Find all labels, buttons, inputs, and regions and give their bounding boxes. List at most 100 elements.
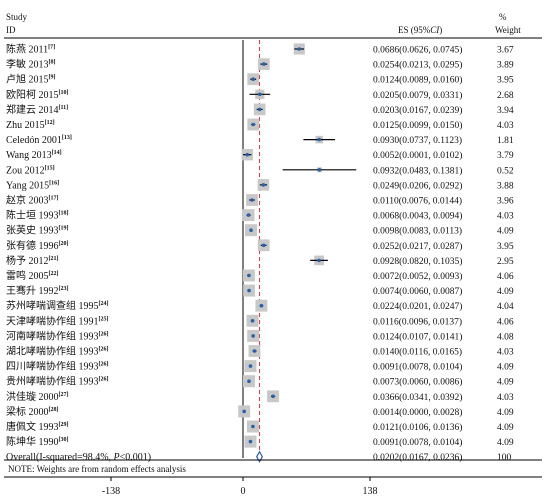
weight-value: 4.06: [497, 272, 514, 282]
weight-value: 3.89: [497, 61, 514, 71]
es-ci-value: 0.0930(0.0737, 0.1123): [373, 135, 462, 146]
study-row: 张英史 1993[19] 0.0098(0.0083, 0.0113) 4.09: [6, 224, 514, 237]
study-label: 陈士垣 1993[18]: [6, 209, 69, 222]
study-label: 河南哮喘协作组 1993[26]: [6, 329, 109, 342]
es-ci-value: 0.0252(0.0217, 0.0287): [373, 241, 462, 252]
weight-value: 4.08: [497, 332, 514, 342]
point-estimate: [247, 379, 251, 384]
weight-value: 4.06: [497, 317, 514, 327]
study-label: 卢旭 2015[9]: [6, 73, 56, 86]
study-label: 郑建云 2014[11]: [6, 103, 68, 116]
study-label: 湖北哮喘协作组 1993[26]: [6, 345, 109, 358]
point-estimate: [297, 47, 302, 51]
weight-value: 4.03: [497, 121, 514, 131]
es-ci-value: 0.0124(0.0107, 0.0141): [373, 331, 462, 342]
es-ci-value: 0.0110(0.0076, 0.0144): [373, 196, 462, 207]
es-ci-value: 0.0203(0.0167, 0.0239): [373, 105, 462, 116]
weight-value: 2.68: [497, 91, 514, 101]
point-estimate: [250, 198, 254, 202]
study-label: 李敏 2013[8]: [6, 58, 56, 71]
study-row: 湖北哮喘协作组 1993[26] 0.0140(0.0116, 0.0165) 4.…: [6, 345, 514, 358]
es-ci-value: 0.0125(0.0099, 0.0150): [373, 120, 462, 131]
overall-es-ci-value: 0.0202(0.0167, 0.0236): [373, 452, 462, 463]
study-label: 陈燕 2011[7]: [6, 43, 55, 56]
es-ci-value: 0.0072(0.0052, 0.0093): [373, 271, 462, 282]
point-estimate: [261, 183, 266, 187]
study-label: 欧阳柯 2015[10]: [6, 88, 69, 101]
point-estimate: [249, 228, 253, 232]
point-estimate: [257, 107, 262, 112]
es-ci-value: 0.0205(0.0079, 0.0331): [373, 90, 462, 101]
weight-value: 4.03: [497, 348, 514, 358]
point-estimate: [262, 62, 266, 66]
point-estimate: [247, 273, 251, 278]
point-estimate: [248, 364, 253, 368]
es-ci-value: 0.0140(0.0116, 0.0165): [373, 347, 462, 358]
study-label: 唐佩文 1993[29]: [6, 420, 69, 433]
point-estimate: [242, 409, 246, 414]
study-label: Wang 2013[14]: [6, 150, 62, 161]
point-estimate: [246, 213, 251, 217]
study-label: 四川哮喘协作组 1993[26]: [6, 360, 109, 373]
point-estimate: [251, 334, 255, 338]
header-study-label: Study: [6, 12, 28, 22]
es-ci-value: 0.0366(0.0341, 0.0392): [373, 392, 462, 403]
study-rows: 陈燕 2011[7] 0.0686(0.0626, 0.0745) 3.67 李敏 2…: [6, 43, 514, 464]
point-estimate: [317, 168, 322, 172]
weight-value: 3.95: [497, 76, 514, 86]
weight-value: 4.03: [497, 212, 514, 222]
study-row: Wang 2013[14] 0.0052(0.0001, 0.0102) 3.79: [6, 149, 514, 161]
es-ci-value: 0.0932(0.0483, 0.1381): [373, 165, 462, 176]
study-row: 赵京 2003[17] 0.0110(0.0076, 0.0144) 3.96: [6, 194, 514, 207]
study-label: Yang 2015[16]: [6, 180, 59, 191]
x-tick-label: -138: [102, 486, 120, 497]
point-estimate: [247, 288, 251, 293]
es-ci-value: 0.0098(0.0083, 0.0113): [373, 226, 462, 237]
es-ci-value: 0.0249(0.0206, 0.0292): [373, 180, 462, 191]
study-label: 陈坤华 1990[30]: [6, 435, 69, 448]
overall-row: Overall(I-squared=98.4%, P<0.001) 0.0202(…: [6, 450, 512, 463]
weight-value: 3.94: [497, 106, 514, 116]
study-label: 张英史 1993[19]: [6, 224, 69, 237]
weight-value: 4.09: [497, 378, 514, 388]
point-estimate: [271, 394, 275, 399]
weight-value: 3.67: [497, 46, 514, 56]
es-ci-value: 0.0074(0.0060, 0.0087): [373, 286, 462, 297]
weight-value: 3.88: [497, 181, 514, 191]
point-estimate: [259, 303, 264, 308]
study-row: Celedón 2001[13] 0.0930(0.0737, 0.1123) 1.…: [6, 135, 514, 146]
point-estimate: [251, 77, 255, 81]
weight-value: 4.09: [497, 227, 514, 237]
study-row: 张有德 1996[20] 0.0252(0.0217, 0.0287) 3.95: [6, 239, 514, 252]
study-row: 李敏 2013[8] 0.0254(0.0213, 0.0295) 3.89: [6, 58, 514, 71]
weight-value: 4.03: [497, 393, 514, 403]
point-estimate: [252, 349, 257, 353]
table-header: Study ID ES (95%CI) % Weight: [6, 12, 521, 35]
study-label: 赵京 2003[17]: [6, 194, 59, 207]
weight-value: 4.09: [497, 423, 514, 433]
study-row: 雷鸣 2005[22] 0.0072(0.0052, 0.0093) 4.06: [6, 269, 514, 282]
point-estimate: [258, 92, 262, 97]
es-ci-value: 0.0224(0.0201, 0.0247): [373, 301, 462, 312]
study-label: 苏州哮喘调查组 1995[24]: [6, 299, 109, 312]
study-row: 杨予 2012[21] 0.0928(0.0820, 0.1035) 2.95: [6, 254, 514, 267]
x-tick-label: 0: [241, 486, 246, 497]
weight-value: 4.09: [497, 287, 514, 297]
study-row: 四川哮喘协作组 1993[26] 0.0091(0.0078, 0.0104) 4.…: [6, 360, 514, 373]
point-estimate: [317, 137, 322, 142]
weight-value: 3.96: [497, 197, 514, 207]
es-ci-value: 0.0091(0.0078, 0.0104): [373, 437, 462, 448]
study-label: 雷鸣 2005[22]: [6, 269, 59, 282]
weight-value: 4.09: [497, 408, 514, 418]
study-row: 陈士垣 1993[18] 0.0068(0.0043, 0.0094) 4.03: [6, 209, 514, 222]
weight-value: 3.95: [497, 242, 514, 252]
study-row: 天津哮喘协作组 1991[25] 0.0116(0.0096, 0.0137) 4.…: [6, 314, 514, 327]
point-estimate: [261, 243, 266, 248]
es-ci-value: 0.0068(0.0043, 0.0094): [373, 211, 462, 222]
study-label: 张有德 1996[20]: [6, 239, 69, 252]
weight-value: 4.04: [497, 302, 514, 312]
study-row: Zhu 2015[12] 0.0125(0.0099, 0.0150) 4.03: [6, 118, 514, 131]
es-ci-value: 0.0073(0.0060, 0.0086): [373, 377, 462, 388]
study-label: Zhu 2015[12]: [6, 120, 55, 131]
es-ci-value: 0.0116(0.0096, 0.0137): [373, 316, 462, 327]
